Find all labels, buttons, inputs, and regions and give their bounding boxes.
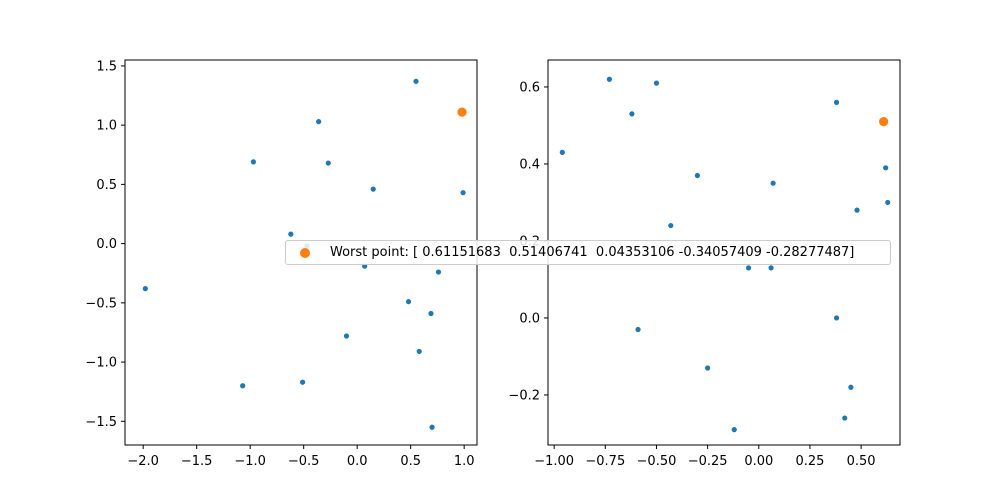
x-tick-label: −0.75 [585, 454, 625, 469]
x-tick-label: −2.0 [127, 454, 159, 469]
y-tick-label: −0.5 [85, 296, 117, 311]
data-point [629, 111, 635, 117]
scatter-plot-right: −1.00 −0.75 −0.50 −0.25 0.00 0.25 0.50 −0.2 0.0 0… [508, 59, 901, 469]
data-point [429, 424, 435, 430]
x-tick-label: 0.5 [400, 454, 421, 469]
y-tick-label: −1.0 [85, 356, 117, 371]
data-point [435, 269, 442, 275]
data-point [705, 365, 711, 371]
data-point [370, 186, 376, 192]
data-point [885, 199, 891, 206]
data-point [428, 310, 434, 317]
data-point [842, 415, 848, 421]
x-tick-label: −0.5 [288, 454, 320, 469]
data-point [653, 80, 660, 86]
y-tick-label: 0.5 [96, 178, 117, 193]
x-tick-label: −1.0 [234, 454, 266, 469]
x-tick-label: 1.0 [454, 454, 475, 469]
data-point [325, 160, 331, 166]
data-point [343, 333, 350, 339]
data-point [731, 427, 737, 433]
data-point [416, 348, 422, 355]
data-point [240, 383, 246, 389]
worst-point [879, 117, 889, 127]
data-point [316, 119, 322, 125]
data-point [250, 159, 256, 165]
data-point [606, 76, 612, 82]
legend-marker-worst-point [300, 247, 310, 258]
data-point [694, 172, 700, 179]
data-point [770, 180, 776, 186]
worst-point [457, 107, 467, 117]
x-tick-label: −1.5 [181, 454, 213, 469]
scatter-plot-left: −2.0 −1.5 −1.0 −0.5 0.0 0.5 1.0 −1.5 −1.0 −0.5 0.0… [85, 59, 478, 469]
x-tick-label: 0.00 [744, 454, 773, 469]
data-point [668, 222, 674, 229]
x-tick-label: 0.0 [347, 454, 368, 469]
data-point [405, 299, 412, 305]
data-point [288, 231, 294, 237]
x-tick-label: −0.25 [688, 454, 728, 469]
data-point [854, 207, 860, 213]
data-point [745, 265, 752, 271]
x-tick-label: −1.00 [534, 454, 574, 469]
data-point [883, 165, 889, 171]
x-tick-label: 0.50 [847, 454, 876, 469]
data-point [768, 265, 774, 271]
y-tick-label: 1.5 [96, 59, 117, 74]
x-tick-label: −0.50 [637, 454, 677, 469]
data-point [413, 78, 419, 84]
data-point [142, 286, 148, 292]
y-tick-label: −0.2 [508, 388, 540, 403]
data-point [460, 190, 466, 196]
data-point [300, 379, 306, 385]
data-point [635, 326, 641, 333]
x-tick-label: 0.25 [795, 454, 824, 469]
y-tick-label: 0.6 [519, 80, 540, 95]
data-point [833, 315, 840, 321]
legend-label-worst-point: Worst point: [ 0.61151683 0.51406741 0.0… [330, 245, 855, 260]
data-point [559, 149, 565, 155]
y-tick-label: 0.4 [519, 157, 540, 172]
data-point [848, 384, 854, 390]
y-tick-label: −1.5 [85, 415, 117, 430]
y-tick-label: 1.0 [96, 119, 117, 134]
y-tick-label: 0.0 [96, 237, 117, 252]
y-tick-label: 0.0 [519, 311, 540, 326]
data-point [833, 99, 840, 105]
legend: Worst point: [ 0.61151683 0.51406741 0.0… [285, 240, 891, 265]
